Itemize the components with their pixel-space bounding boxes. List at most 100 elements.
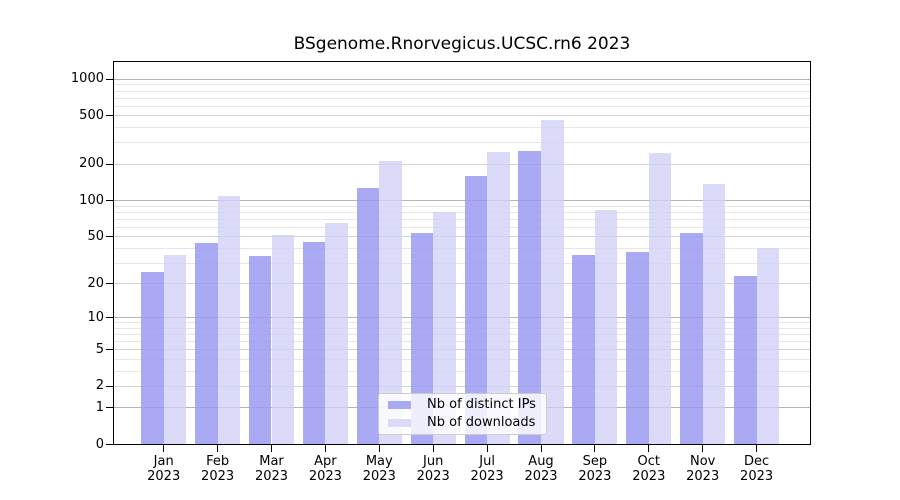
- x-axis-tick-label-jan: Jan 2023: [147, 454, 181, 484]
- gridline: [114, 385, 810, 387]
- x-axis-tick: [324, 445, 326, 452]
- x-axis-tick-label-sep: Sep 2023: [578, 454, 612, 484]
- gridline: [114, 322, 810, 324]
- gridline: [114, 341, 810, 343]
- y-axis-tick: [106, 385, 113, 387]
- y-axis-tick-label: 20: [87, 275, 104, 291]
- gridline: [114, 78, 810, 80]
- gridline: [114, 358, 810, 360]
- gridline: [114, 97, 810, 99]
- gridline: [114, 142, 810, 144]
- gridline: [114, 127, 810, 129]
- bar-downloads-apr: [325, 222, 348, 444]
- gridline: [114, 334, 810, 336]
- y-axis-tick-label: 100: [79, 192, 104, 208]
- x-axis-tick: [163, 445, 165, 452]
- legend-label-downloads: Nb of downloads: [427, 414, 536, 430]
- y-axis-tick: [106, 200, 113, 202]
- gridline: [114, 385, 810, 387]
- bar-downloads-feb: [217, 196, 241, 444]
- bar-distinct-ips-dec: [734, 276, 757, 444]
- legend-label-distinct-ips: Nb of distinct IPs: [427, 397, 536, 413]
- bar-downloads-jul: [487, 152, 510, 444]
- x-axis-tick: [432, 445, 434, 452]
- gridline: [114, 262, 810, 264]
- bar-downloads-may: [379, 161, 402, 444]
- x-axis-tick-label-nov: Nov 2023: [686, 454, 720, 484]
- y-axis-tick: [106, 163, 113, 165]
- x-axis-tick-label-apr: Apr 2023: [308, 454, 342, 484]
- gridline: [114, 205, 810, 207]
- x-axis-tick-label-may: May 2023: [362, 454, 396, 484]
- x-axis-tick: [540, 445, 542, 452]
- gridline: [114, 236, 810, 238]
- y-axis-tick: [106, 407, 113, 409]
- gridline: [114, 218, 810, 220]
- x-axis-tick-label-jun: Jun 2023: [416, 454, 450, 484]
- bar-distinct-ips-oct: [626, 251, 649, 444]
- gridlines-under: [114, 62, 810, 444]
- gridline: [114, 211, 810, 213]
- gridline: [114, 90, 810, 92]
- gridline: [114, 115, 810, 117]
- gridline: [114, 163, 810, 165]
- y-axis-tick-label: 50: [87, 228, 104, 244]
- x-axis-tick: [594, 445, 596, 452]
- chart-title: BSgenome.Rnorvegicus.UCSC.rn6 2023: [293, 34, 631, 54]
- gridline: [114, 142, 810, 144]
- gridline: [114, 90, 810, 92]
- y-axis-tick: [106, 349, 113, 351]
- bar-downloads-dec: [756, 247, 780, 444]
- gridline: [114, 322, 810, 324]
- gridline: [114, 327, 810, 329]
- gridline: [114, 349, 810, 351]
- gridline: [114, 358, 810, 360]
- legend-item-distinct-ips: Nb of distinct IPs: [388, 397, 537, 413]
- bar-downloads-aug: [541, 119, 564, 444]
- gridline: [114, 205, 810, 207]
- gridline: [114, 200, 810, 202]
- bar-distinct-ips-nov: [680, 233, 703, 444]
- x-axis-tick: [217, 445, 219, 452]
- y-axis-tick: [106, 283, 113, 285]
- gridline: [114, 115, 810, 117]
- bar-distinct-ips-apr: [302, 241, 326, 444]
- bar-distinct-ips-sep: [572, 254, 595, 444]
- gridline: [114, 218, 810, 220]
- gridline: [114, 226, 810, 228]
- y-axis-tick: [106, 115, 113, 117]
- gridline: [114, 247, 810, 249]
- x-axis-tick-label-mar: Mar 2023: [254, 454, 289, 484]
- gridline: [114, 105, 810, 107]
- gridline: [114, 283, 810, 285]
- gridline: [114, 78, 810, 80]
- gridline: [114, 262, 810, 264]
- x-axis-tick: [648, 445, 650, 452]
- y-axis-tick: [106, 236, 113, 238]
- bar-downloads-oct: [648, 153, 672, 444]
- bar-downloads-nov: [702, 184, 726, 444]
- x-axis-tick-label-jul: Jul 2023: [470, 454, 504, 484]
- bar-distinct-ips-jul: [464, 176, 488, 444]
- bar-distinct-ips-may: [356, 188, 380, 444]
- x-axis-tick-label-oct: Oct 2023: [632, 454, 666, 484]
- x-axis-tick: [756, 445, 758, 452]
- x-axis-tick: [486, 445, 488, 452]
- gridline: [114, 97, 810, 99]
- legend-swatch-distinct-ips-icon: [388, 401, 411, 410]
- x-axis-tick-label-dec: Dec 2023: [740, 454, 774, 484]
- legend: Nb of distinct IPs Nb of downloads: [378, 393, 547, 435]
- gridline: [114, 317, 810, 319]
- gridline: [114, 247, 810, 249]
- bar-distinct-ips-aug: [518, 150, 541, 444]
- legend-item-downloads: Nb of downloads: [388, 415, 537, 431]
- gridline: [114, 236, 810, 238]
- x-axis-tick-label-feb: Feb 2023: [201, 454, 235, 484]
- gridline: [114, 84, 810, 86]
- x-axis-tick: [271, 445, 272, 452]
- bar-distinct-ips-jan: [141, 271, 164, 444]
- bar-downloads-sep: [594, 209, 618, 444]
- gridline: [114, 370, 810, 372]
- y-axis-tick-label: 1000: [70, 71, 104, 87]
